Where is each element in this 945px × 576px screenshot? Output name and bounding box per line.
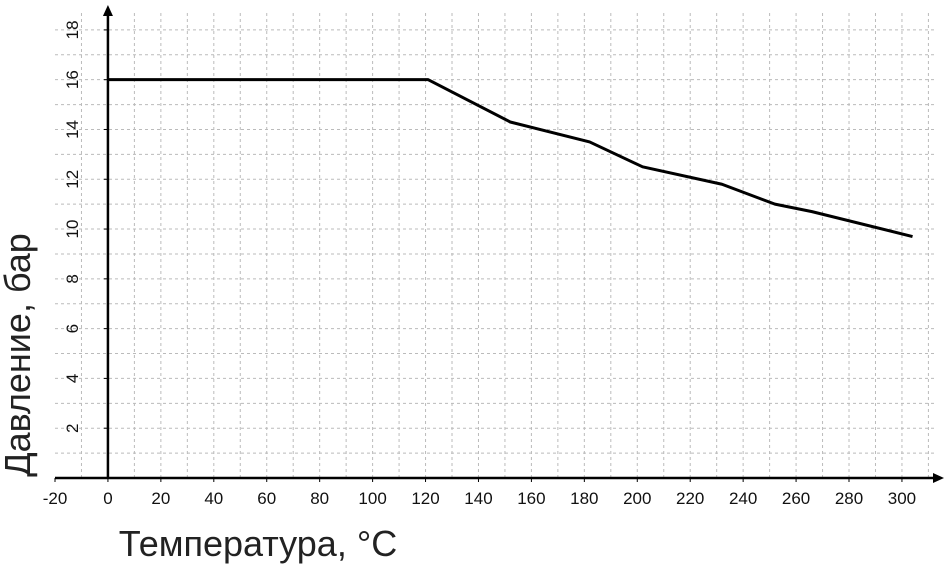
y-tick-label: 18	[63, 20, 82, 39]
x-tick-label: 140	[464, 489, 492, 508]
x-tick-label: 20	[151, 489, 170, 508]
y-axis-arrow	[102, 5, 113, 16]
x-tick-label: 280	[835, 489, 863, 508]
x-tick-label: 120	[411, 489, 439, 508]
y-tick-label: 16	[63, 70, 82, 89]
x-tick-label: 300	[888, 489, 916, 508]
x-tick-label: 60	[257, 489, 276, 508]
x-tick-label: 0	[103, 489, 112, 508]
x-tick-label: 160	[517, 489, 545, 508]
x-tick-label: 180	[570, 489, 598, 508]
x-tick-label: 80	[310, 489, 329, 508]
y-tick-label: 10	[63, 220, 82, 239]
x-tick-label: 220	[676, 489, 704, 508]
x-axis-arrow	[933, 473, 944, 483]
y-tick-label: 14	[63, 120, 82, 139]
y-tick-label: 4	[63, 374, 82, 383]
y-tick-label: 12	[63, 170, 82, 189]
line-series	[107, 78, 913, 238]
y-axis-label: Давление, бар	[0, 233, 38, 477]
x-tick-label: -20	[43, 489, 68, 508]
x-tick-label: 260	[782, 489, 810, 508]
x-tick-label: 240	[729, 489, 757, 508]
x-tick-label: 100	[358, 489, 386, 508]
x-tick-label: 40	[204, 489, 223, 508]
y-tick-label: 8	[63, 274, 82, 283]
y-tick-label: 6	[63, 324, 82, 333]
x-tick-label: 200	[623, 489, 651, 508]
y-tick-label: 2	[63, 423, 82, 432]
x-axis-label: Температура, °C	[119, 523, 397, 564]
